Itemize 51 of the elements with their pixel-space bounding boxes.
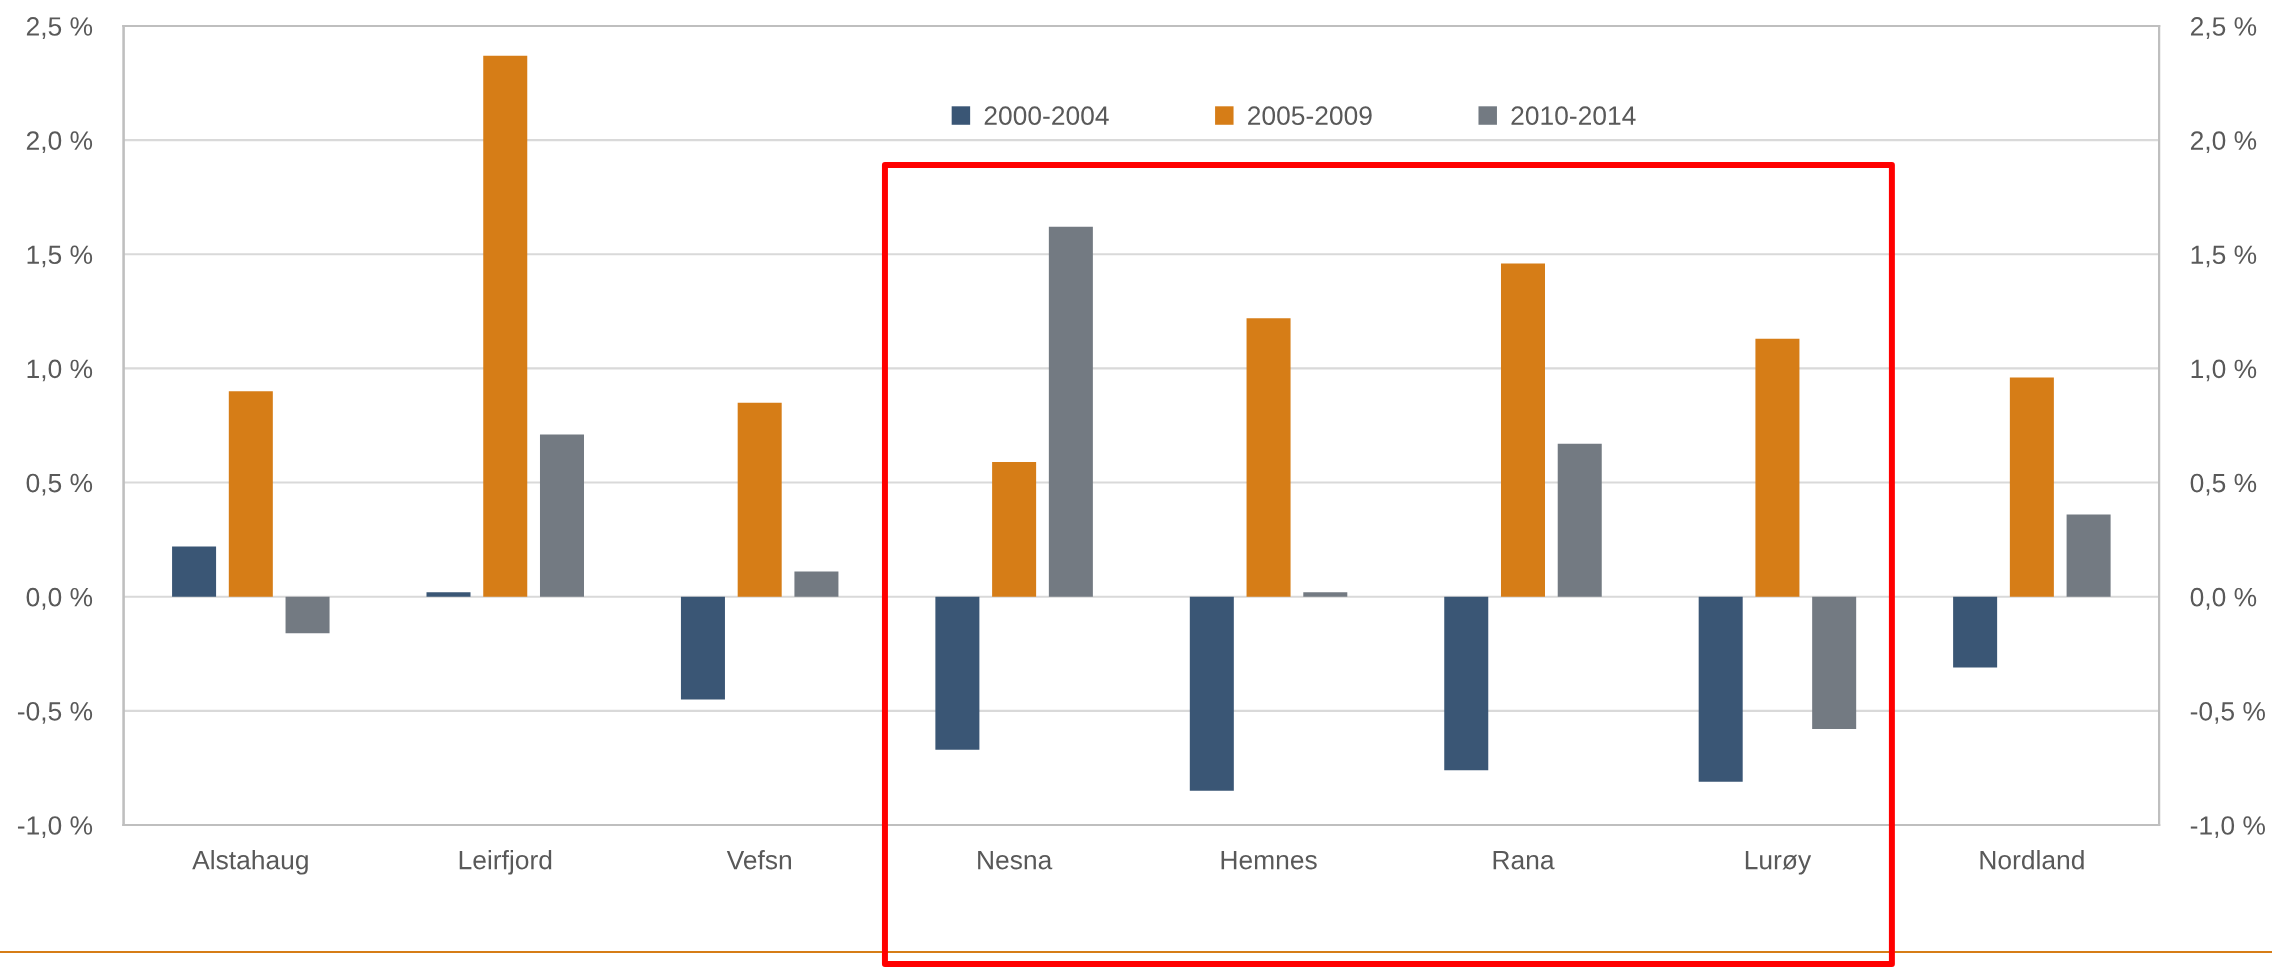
y2-tick-label: -1,0 % bbox=[2190, 816, 2265, 838]
bar bbox=[1698, 596, 1743, 782]
bar bbox=[992, 462, 1037, 597]
bar bbox=[539, 434, 584, 597]
y2-tick-label: 0,5 % bbox=[2190, 473, 2257, 496]
y-tick-label: 2,0 % bbox=[26, 131, 93, 154]
bar bbox=[1953, 596, 1998, 668]
y2-tick-label: 1,5 % bbox=[2191, 245, 2257, 268]
y2-tick-label: 2,5 % bbox=[2190, 17, 2257, 39]
bar bbox=[1189, 596, 1234, 791]
bar bbox=[1303, 592, 1348, 597]
x-tick-label: Nordland bbox=[1980, 850, 2084, 870]
legend-label: 2010-2014 bbox=[1511, 106, 1636, 126]
y-tick-label: -0,5 % bbox=[17, 701, 93, 724]
y-tick-label: 0,0 % bbox=[26, 587, 93, 610]
bar bbox=[172, 546, 217, 597]
legend-label: 2000-2004 bbox=[984, 106, 1109, 126]
y-tick-label: 1,0 % bbox=[27, 359, 93, 382]
y2-tick-label: 1,0 % bbox=[2191, 359, 2257, 382]
bar bbox=[1246, 318, 1291, 597]
y2-tick-label: 2,0 % bbox=[2190, 131, 2257, 154]
y2-tick-label: -0,5 % bbox=[2190, 701, 2265, 724]
bar bbox=[483, 55, 528, 597]
bar bbox=[1048, 226, 1093, 597]
x-tick-label: Alstahaug bbox=[192, 850, 308, 875]
bar bbox=[2066, 514, 2111, 597]
legend-label: 2005-2009 bbox=[1248, 106, 1372, 126]
x-tick-label: Hemnes bbox=[1221, 850, 1317, 870]
x-tick-label: Vefsn bbox=[726, 850, 791, 870]
y-tick-label: 0,5 % bbox=[26, 473, 93, 496]
bar bbox=[1557, 443, 1602, 597]
bar bbox=[680, 596, 725, 700]
bar bbox=[794, 571, 839, 597]
bar bbox=[1812, 596, 1857, 730]
bar bbox=[1444, 596, 1489, 771]
bar bbox=[2009, 377, 2054, 597]
x-tick-label: Lurøy bbox=[1745, 850, 1812, 875]
bar bbox=[1755, 338, 1800, 597]
bar bbox=[935, 596, 980, 750]
x-tick-label: Leirfjord bbox=[459, 850, 552, 875]
bar bbox=[228, 391, 273, 597]
x-tick-label: Rana bbox=[1493, 850, 1555, 870]
y-tick-label: 2,5 % bbox=[26, 17, 93, 39]
bar bbox=[1500, 263, 1545, 597]
x-tick-label: Nesna bbox=[978, 850, 1053, 870]
y-tick-label: -1,0 % bbox=[17, 816, 93, 838]
bar bbox=[426, 592, 471, 597]
y-tick-label: 1,5 % bbox=[27, 245, 93, 268]
bar bbox=[285, 596, 330, 634]
y2-tick-label: 0,0 % bbox=[2190, 587, 2257, 610]
bar bbox=[737, 402, 782, 597]
